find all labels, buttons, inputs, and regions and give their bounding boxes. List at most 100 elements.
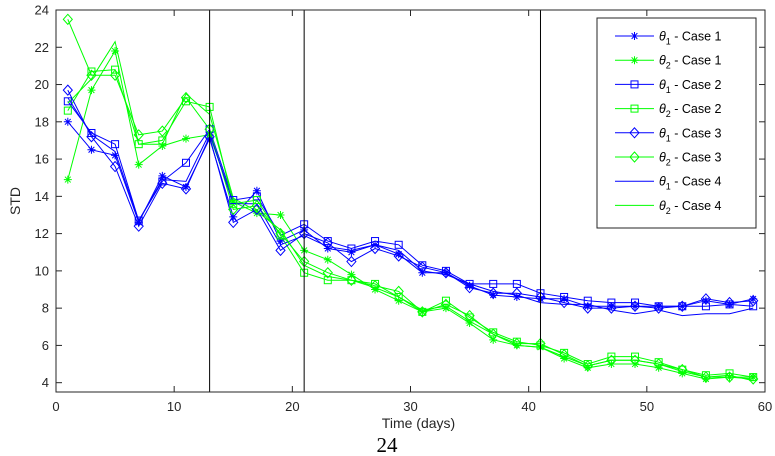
series-1-point xyxy=(678,302,687,311)
legend-marker-6 xyxy=(629,151,640,163)
series-line-7 xyxy=(67,97,754,317)
series-5-point xyxy=(275,244,286,257)
series-4-point xyxy=(63,106,72,115)
y-axis-ticks: 4 6 8 10 12 14 16 18 20 22 24 xyxy=(35,3,765,390)
x-tick-label: 60 xyxy=(758,399,772,414)
series-5-point xyxy=(393,250,404,262)
series-5-point xyxy=(724,296,735,309)
series-3-point xyxy=(63,97,72,106)
series-6-point xyxy=(62,13,73,26)
series-2-point xyxy=(607,360,616,369)
series-1-point xyxy=(583,302,592,311)
y-tick-label: 6 xyxy=(42,338,49,353)
series-6-point xyxy=(629,354,641,367)
series-3-point xyxy=(749,302,758,311)
legend-entry-2: θ2 - Case 1 xyxy=(659,54,722,71)
series-4-point xyxy=(678,365,687,374)
series-1-point xyxy=(749,294,758,303)
series-5-point xyxy=(700,293,712,305)
x-tick-label: 20 xyxy=(285,399,299,414)
series-5-point xyxy=(109,160,121,173)
legend-marker-2 xyxy=(630,56,639,65)
legend-entry-7: θ1 - Case 4 xyxy=(659,175,722,192)
series-3-point xyxy=(631,298,640,307)
series-5-point xyxy=(86,130,97,143)
series-5-point xyxy=(417,261,428,273)
series-3-point xyxy=(607,298,616,307)
legend-entry-4: θ2 - Case 2 xyxy=(659,102,722,119)
series-6-point xyxy=(606,354,617,367)
series-2-point xyxy=(181,134,190,143)
x-tick-label: 10 xyxy=(167,399,181,414)
series-6-point xyxy=(488,328,499,340)
y-tick-label: 24 xyxy=(35,3,49,18)
page-number: 24 xyxy=(377,433,399,456)
series-2-point xyxy=(749,373,758,382)
series-5-point xyxy=(346,255,357,268)
series-5-point xyxy=(157,177,168,190)
legend-entry-8: θ2 - Case 4 xyxy=(659,199,722,216)
series-1-point xyxy=(63,117,72,126)
series-3-point xyxy=(347,244,356,253)
series-line-2 xyxy=(67,49,754,380)
series-6-point xyxy=(109,69,121,81)
series-5-point xyxy=(511,287,523,299)
y-axis-label: STD xyxy=(7,187,23,215)
series-5-point xyxy=(606,302,617,314)
series-3-point xyxy=(560,292,569,301)
legend-entry-1: θ1 - Case 1 xyxy=(659,30,722,47)
series-4-point xyxy=(134,140,143,149)
series-5-point xyxy=(440,266,452,279)
series-2-point xyxy=(465,319,474,328)
series-5-point xyxy=(322,237,333,249)
series-5-point xyxy=(677,300,688,313)
series-5-point xyxy=(629,300,641,313)
legend-entry-6: θ2 - Case 3 xyxy=(659,151,722,168)
series-2-point xyxy=(631,360,640,369)
series-4-point xyxy=(441,296,450,305)
series-3-point xyxy=(181,158,190,167)
series-2-point xyxy=(229,197,238,206)
series-4-point xyxy=(347,276,356,285)
series-3-point xyxy=(512,279,521,288)
series-3-point xyxy=(371,237,380,246)
series-6-point xyxy=(322,266,333,279)
x-tick-label: 0 xyxy=(52,399,59,414)
series-3-point xyxy=(583,296,592,305)
series-1-point xyxy=(276,237,285,246)
vertical-lines-layer xyxy=(209,10,541,392)
series-6-point xyxy=(417,306,428,318)
series-3-point xyxy=(489,279,498,288)
x-tick-label: 50 xyxy=(640,399,654,414)
legend-entry-5: θ1 - Case 3 xyxy=(659,126,722,143)
series-5-point xyxy=(180,183,192,195)
series-5-point xyxy=(558,296,570,309)
series-4-point xyxy=(111,65,120,74)
y-tick-label: 10 xyxy=(35,263,49,278)
series-1-point xyxy=(489,291,498,300)
series-4-point xyxy=(607,352,616,361)
series-5-point xyxy=(748,294,759,307)
series-4-point xyxy=(323,276,332,285)
series-5-point xyxy=(133,220,144,232)
series-4-point xyxy=(87,67,96,76)
series-6-point xyxy=(748,373,759,385)
series-4-point xyxy=(158,136,167,145)
x-tick-label: 30 xyxy=(403,399,417,414)
series-4-point xyxy=(252,196,261,205)
series-4-point xyxy=(394,292,403,301)
series-1-point xyxy=(654,302,663,311)
series-3-point xyxy=(394,240,403,249)
series-6-point xyxy=(275,227,286,240)
series-6-point xyxy=(582,360,593,372)
y-tick-label: 18 xyxy=(35,114,49,129)
legend-box xyxy=(596,17,757,229)
legend-entry-3: θ1 - Case 2 xyxy=(659,78,722,95)
series-2-point xyxy=(441,304,450,313)
series-6-point xyxy=(724,371,735,383)
series-6-point xyxy=(86,69,97,81)
series-1-point xyxy=(134,218,143,227)
series-2-point xyxy=(323,255,332,264)
series-1-point xyxy=(512,292,521,301)
